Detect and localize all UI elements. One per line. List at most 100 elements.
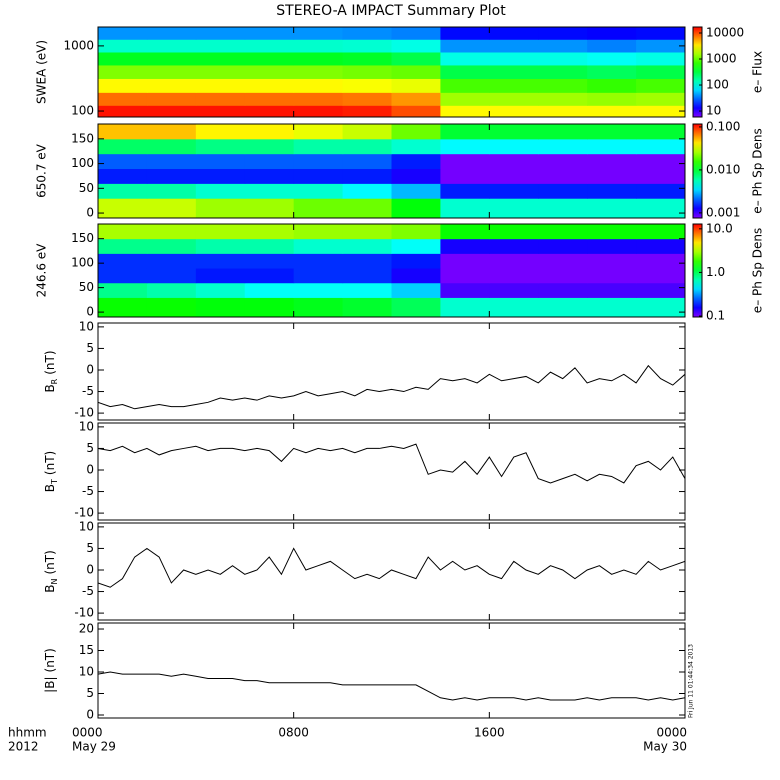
heatmap-cell [244,224,295,240]
heatmap-cell [98,51,148,66]
panel-frame [97,123,686,219]
heatmap-cell [244,168,295,184]
heatmap-cell [146,92,197,106]
heatmap-cell [391,64,441,79]
y-label-main: B [43,384,57,392]
heatmap-cell [538,268,588,284]
y-label-main: B [43,484,57,492]
heatmap-cell [293,138,344,155]
heatmap-cell [538,64,588,79]
heatmap-cell [293,92,344,106]
heatmap-cell [244,27,295,40]
heatmap-cell [391,168,441,184]
heatmap-cell [244,92,295,106]
y-tick-label: 10 [79,665,94,679]
heatmap-cell [195,297,246,317]
heatmap-cell [489,78,539,93]
heatmap-cell [489,51,539,66]
heatmap-cell [636,198,685,218]
heatmap-cell [342,268,392,284]
heatmap-cell [538,92,588,106]
y-axis-label: BT (nT) [43,451,60,492]
y-tick-label: 1000 [63,38,94,52]
heatmap-cell [293,78,344,93]
heatmap-cell [636,39,685,53]
heatmap-cell [244,183,295,199]
timestamp: Fri Jun 11 01:44:34 2013 [688,644,695,718]
heatmap-cell [636,64,685,79]
colorbar-tick-label: 100 [706,78,729,92]
heatmap-cell [195,224,246,240]
y-tick-label: 5 [86,441,94,455]
heatmap-cell [98,64,148,79]
heatmap-cell [391,282,441,298]
y-axis-label: BR (nT) [43,350,60,392]
heatmap-cell [98,92,148,106]
heatmap-cell [293,168,344,184]
heatmap-cell [636,253,685,269]
y-tick-label: -10 [74,506,94,520]
heatmap-cell [489,238,539,254]
panel-frame [97,622,686,719]
panel-frame [97,26,686,118]
x-tick-label: 0800 [278,726,309,740]
heatmap-cell [391,92,441,106]
heatmap-cell [146,198,197,218]
heatmap-cell [538,253,588,269]
heatmap-cell [587,51,637,66]
heatmap-cell [391,198,441,218]
panel [98,364,685,410]
heatmap-cell [342,198,392,218]
heatmap-cell [342,138,392,155]
heatmap-cell [146,51,197,66]
heatmap-cell [538,78,588,93]
y-label-unit: (nT) [43,648,57,672]
heatmap-cell [489,39,539,53]
heatmap-cell [440,124,490,140]
heatmap-cell [489,297,539,317]
heatmap-cell [293,268,344,284]
heatmap-cell [293,153,344,170]
y-axis-label: SWEA (eV) [35,40,49,104]
heatmap-cell [538,297,588,317]
heatmap-cell [293,27,344,40]
heatmap-cell [195,238,246,254]
heatmap-cell [391,253,441,269]
trace [98,547,685,588]
heatmap-cell [587,92,637,106]
heatmap-cell [440,282,490,298]
heatmap-cell [342,27,392,40]
heatmap-cell [195,282,246,298]
heatmap-cell [440,39,490,53]
y-tick-label: 10 [79,419,94,433]
y-tick-label: -5 [82,584,94,598]
y-tick-label: 50 [79,181,94,195]
heatmap-cell [391,51,441,66]
heatmap-cell [244,51,295,66]
y-tick-label: 0 [86,206,94,220]
heatmap-cell [440,183,490,199]
panel [98,124,685,218]
heatmap-cell [98,183,148,199]
heatmap-cell [538,168,588,184]
y-tick-label: 15 [79,643,94,657]
heatmap-cell [195,39,246,53]
y-tick-label: 100 [71,104,94,118]
heatmap-cell [146,105,197,117]
heatmap-cell [146,27,197,40]
heatmap-cell [342,224,392,240]
heatmap-cell [636,51,685,66]
y-tick-label: 0 [86,562,94,576]
heatmap-cell [293,64,344,79]
heatmap-cell [98,39,148,53]
colorbar-tick-label: 10 [706,104,721,118]
colorbar [692,223,703,318]
heatmap-cell [195,183,246,199]
y-label-main: |B| [43,676,57,692]
y-tick-label: 0 [86,362,94,376]
x-tick-label: 0000 [656,726,687,740]
heatmap-cell [489,224,539,240]
y-tick-label: 20 [79,622,94,636]
heatmap-cell [98,124,148,140]
heatmap-cell [440,105,490,117]
